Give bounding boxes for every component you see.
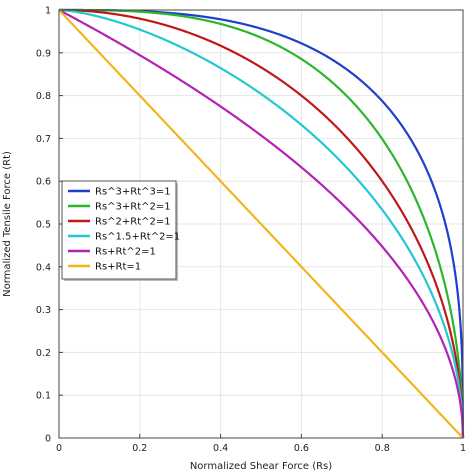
series-line — [58, 8, 465, 439]
x-tick-label: 0 — [56, 443, 62, 454]
series-line — [58, 9, 465, 439]
x-tick-label: 0.4 — [213, 443, 228, 454]
series-line — [58, 8, 465, 439]
y-tick-label: 0 — [45, 434, 51, 445]
y-tick-label: 0.8 — [36, 91, 51, 102]
y-tick-label: 0.2 — [36, 348, 51, 359]
x-tick-label: 0.8 — [375, 443, 390, 454]
y-tick-label: 0.1 — [36, 391, 51, 402]
legend-entry: Rs^2+Rt^2=1 — [95, 217, 171, 228]
y-tick-label: 1 — [45, 6, 51, 17]
legend-entry: Rs^3+Rt^2=1 — [95, 202, 171, 213]
x-axis-ticks: 0 0.2 0.4 0.6 0.8 1 — [56, 434, 466, 454]
x-axis-label: Normalized Shear Force (Rs) — [190, 461, 332, 472]
series-lines — [58, 8, 465, 439]
y-tick-label: 0.9 — [36, 48, 51, 59]
legend-entry: Rs+Rt^2=1 — [95, 247, 156, 258]
y-tick-label: 0.7 — [36, 134, 51, 145]
x-tick-label: 1 — [460, 443, 466, 454]
x-tick-label: 0.6 — [294, 443, 309, 454]
y-tick-label: 0.6 — [36, 177, 51, 188]
y-tick-label: 0.4 — [36, 262, 51, 273]
legend-box — [61, 180, 177, 280]
series-line — [58, 8, 465, 439]
y-axis-ticks: 0 0.1 0.2 0.3 0.4 0.5 0.6 0.7 0.8 0.9 1 — [36, 6, 63, 445]
x-tick-label: 0.2 — [132, 443, 147, 454]
y-tick-label: 0.3 — [36, 305, 51, 316]
y-axis-label: Normalized Tensile Force (Rt) — [2, 151, 13, 297]
legend-entry: Rs^3+Rt^3=1 — [95, 187, 171, 198]
y-tick-label: 0.5 — [36, 220, 51, 231]
legend-entry: Rs+Rt=1 — [95, 262, 141, 273]
legend-entry: Rs^1.5+Rt^2=1 — [95, 232, 180, 243]
series-line — [58, 9, 464, 439]
legend: Rs^3+Rt^3=1 Rs^3+Rt^2=1 Rs^2+Rt^2=1 Rs^1.5+… — [61, 180, 180, 281]
